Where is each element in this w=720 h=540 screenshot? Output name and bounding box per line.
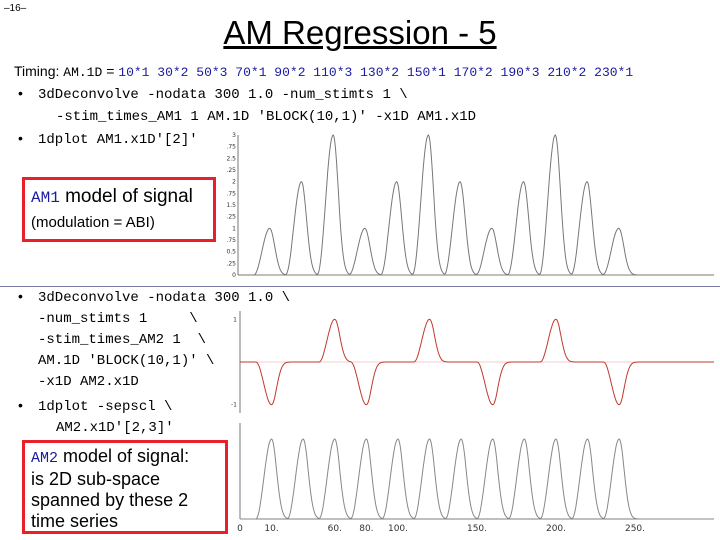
- plot-am2-mod-y-tick-label: 1: [233, 316, 237, 323]
- cmd-1dplot-2-line2: AM2.x1D'[2,3]': [56, 420, 174, 436]
- am2-callout-line2: is 2D sub-space: [31, 469, 161, 489]
- plot-am1-y-tick-label: 1.5: [226, 202, 236, 209]
- am1-callout-text: model of signal: [59, 186, 193, 207]
- am2-callout-line4: time series: [31, 511, 119, 531]
- bullet-icon: •: [18, 397, 23, 413]
- plot-am1-y-tick-label: 2: [232, 179, 236, 186]
- plot-am1-y-tick-label: 1.25: [226, 214, 236, 221]
- cmd-3ddeconvolve-1-line1: 3dDeconvolve -nodata 300 1.0 -num_stimts…: [38, 87, 408, 103]
- timing-equals: =: [106, 63, 115, 79]
- page-number: –16–: [4, 3, 27, 14]
- am2-callout-line1: model of signal:: [58, 446, 190, 466]
- am1-callout-sub: (modulation = ABI): [31, 214, 155, 231]
- plot-am1-y-tick-label: 2.5: [226, 155, 236, 162]
- slide-title: AM Regression - 5: [223, 14, 497, 51]
- plot-am1-series: [238, 134, 714, 276]
- plot-am1-y-tick-label: 3: [232, 132, 236, 139]
- plot-am2-mod-bg: [226, 305, 718, 417]
- timing-label: Timing:: [14, 63, 60, 79]
- cmd-3ddeconvolve-2-line3: -stim_times_AM2 1 \: [38, 332, 207, 348]
- plot-am1-y-tick-label: 0.5: [226, 249, 236, 256]
- am2-callout-box: AM2 model of signal: is 2D sub-space spa…: [22, 440, 228, 534]
- plot-am2-unmod-x-tick-label: 60.: [328, 524, 342, 534]
- plot-am1-y-tick-label: 1.75: [226, 190, 236, 197]
- cmd-3ddeconvolve-2-line2: -num_stimts 1 \: [38, 311, 198, 327]
- bullet-icon: •: [18, 85, 23, 101]
- bullet-icon: •: [18, 130, 23, 146]
- plot-am1-y-tick-label: 2.75: [226, 144, 236, 151]
- plot-am1-y-tick-label: 0.25: [226, 260, 236, 267]
- cmd-3ddeconvolve-2-line5: -x1D AM2.x1D: [38, 374, 139, 390]
- plot-am1-y-tick-label: 0.75: [226, 237, 236, 244]
- plot-am1-y-tick-label: 1: [232, 225, 236, 232]
- cmd-3ddeconvolve-1-line2: -stim_times_AM1 1 AM.1D 'BLOCK(10,1)' -x…: [56, 109, 477, 125]
- plot-am2-unmodulated: 0 10. 60. 80. 100. 150. 200. 250.: [226, 419, 718, 539]
- am2-callout-mono: AM2: [31, 450, 59, 467]
- plot-am2-unmod-x-tick-label: 250.: [625, 524, 645, 534]
- plot-am1-bg: [226, 127, 718, 284]
- plot-am2-unmod-x-tick-label: 100.: [388, 524, 408, 534]
- am2-callout-text: AM2 model of signal: is 2D sub-space spa…: [31, 446, 189, 532]
- plot-am2-unmod-x-tick-label: 10.: [264, 524, 278, 534]
- plot-am2-unmod-x-tick-label: 80.: [359, 524, 373, 534]
- am2-callout-line3: spanned by these 2: [31, 490, 189, 510]
- section-divider: [0, 286, 720, 287]
- plot-am1: 3 2.75 2.5 2.25 2 1.75 1.5 1.25 1 0.75 0.5 0.25 0: [226, 127, 718, 284]
- timing-file: AM.1D: [63, 65, 103, 80]
- plot-am2-modulated: 1 -1: [226, 305, 718, 417]
- plot-am1-y-tick-label: 0: [232, 272, 236, 279]
- timing-line: Timing: AM.1D = 10*1 30*2 50*3 70*1 90*2…: [14, 63, 633, 80]
- plot-am2-mod-y-tick-label: -1: [231, 402, 237, 409]
- am1-callout-box: AM1 model of signal (modulation = ABI): [22, 177, 216, 242]
- cmd-3ddeconvolve-2-line4: AM.1D 'BLOCK(10,1)' \: [38, 353, 215, 369]
- timing-values: 10*1 30*2 50*3 70*1 90*2 110*3 130*2 150…: [118, 65, 634, 80]
- am1-callout-title: AM1 model of signal: [31, 186, 193, 208]
- cmd-1dplot-2-line1: 1dplot -sepscl \: [38, 399, 173, 415]
- cmd-1dplot-1: 1dplot AM1.x1D'[2]': [38, 132, 198, 148]
- plot-am2-unmod-bg: [226, 419, 718, 539]
- plot-am1-y-tick-label: 2.25: [226, 167, 236, 174]
- plot-am2-mod-series: [240, 318, 714, 406]
- plot-am2-unmod-x-tick-label: 200.: [546, 524, 566, 534]
- plot-am2-unmod-x-tick-label: 0: [237, 524, 243, 534]
- am1-callout-mono: AM1: [31, 189, 60, 207]
- plot-am2-unmod-series: [240, 438, 714, 520]
- bullet-icon: •: [18, 288, 23, 304]
- cmd-3ddeconvolve-2-line1: 3dDeconvolve -nodata 300 1.0 \: [38, 290, 291, 306]
- plot-am2-unmod-x-tick-label: 150.: [467, 524, 487, 534]
